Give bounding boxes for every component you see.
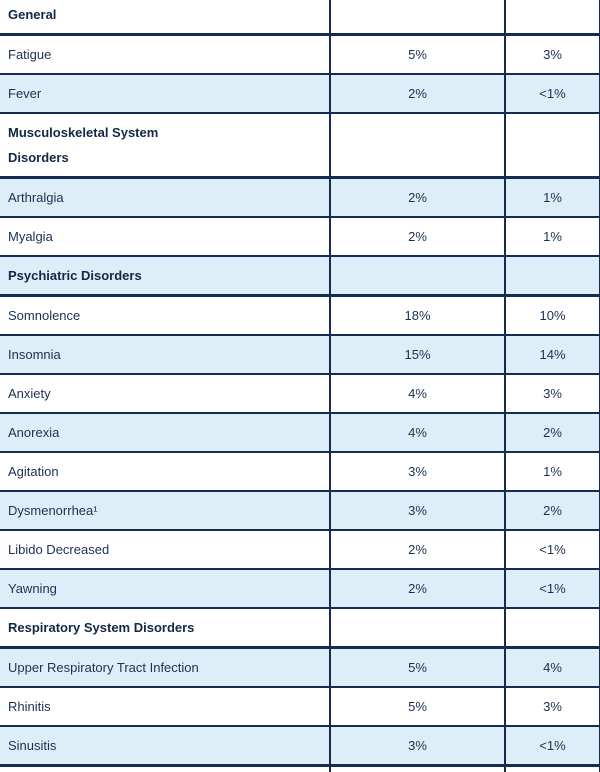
table-row: Anorexia 4% 2%: [0, 413, 600, 453]
incidence-value-col2: 3%: [330, 452, 506, 492]
incidence-value-col3: 3%: [505, 374, 600, 414]
incidence-value-col3: 1%: [505, 217, 600, 257]
section-title: Respiratory System Disorders: [0, 608, 331, 649]
section-header-row: General: [0, 0, 600, 36]
table-row: Fatigue 5% 3%: [0, 34, 600, 75]
incidence-value-col3: [505, 256, 600, 297]
partial-next-row: [0, 764, 600, 772]
adverse-event-name: Rhinitis: [0, 687, 331, 727]
table-row: Somnolence 18% 10%: [0, 295, 600, 336]
incidence-value-col2: 2%: [330, 530, 506, 570]
table-row: Rhinitis 5% 3%: [0, 687, 600, 727]
section-header-row: Respiratory System Disorders: [0, 608, 600, 649]
incidence-value-col3: <1%: [505, 569, 600, 609]
incidence-value-col2: 2%: [330, 217, 506, 257]
incidence-value-col2: 5%: [330, 647, 506, 688]
incidence-value-col2: 5%: [330, 687, 506, 727]
adverse-event-name: Yawning: [0, 569, 331, 609]
adverse-event-name: Insomnia: [0, 335, 331, 375]
table-row: Agitation 3% 1%: [0, 452, 600, 492]
adverse-event-name: Upper Respiratory Tract Infection: [0, 647, 331, 688]
adverse-event-name: Fatigue: [0, 34, 331, 75]
incidence-value-col3: 10%: [505, 295, 600, 336]
adverse-event-name: Agitation: [0, 452, 331, 492]
incidence-value-col2: [330, 608, 506, 649]
adverse-event-name: Dysmenorrhea¹: [0, 491, 331, 531]
section-title: General: [0, 0, 331, 36]
incidence-value-col2: [330, 113, 506, 179]
adverse-event-name: Anorexia: [0, 413, 331, 453]
incidence-value-col3: 2%: [505, 413, 600, 453]
adverse-event-name: Libido Decreased: [0, 530, 331, 570]
incidence-value-col3: 2%: [505, 491, 600, 531]
empty-cell: [330, 764, 506, 772]
incidence-value-col2: 2%: [330, 177, 506, 218]
adverse-event-name: Anxiety: [0, 374, 331, 414]
incidence-value-col3: 4%: [505, 647, 600, 688]
incidence-value-col2: 5%: [330, 34, 506, 75]
table-row: Libido Decreased 2% <1%: [0, 530, 600, 570]
adverse-event-name: Somnolence: [0, 295, 331, 336]
incidence-value-col3: 3%: [505, 687, 600, 727]
incidence-value-col2: 3%: [330, 491, 506, 531]
table-row: Myalgia 2% 1%: [0, 217, 600, 257]
incidence-value-col2: 2%: [330, 74, 506, 114]
adverse-event-name: Sinusitis: [0, 726, 331, 767]
incidence-value-col3: 14%: [505, 335, 600, 375]
incidence-value-col2: 4%: [330, 413, 506, 453]
table-row: Fever 2% <1%: [0, 74, 600, 114]
incidence-value-col2: 4%: [330, 374, 506, 414]
table-row: Yawning 2% <1%: [0, 569, 600, 609]
section-title: Psychiatric Disorders: [0, 256, 331, 297]
incidence-value-col3: 1%: [505, 177, 600, 218]
incidence-value-col3: [505, 0, 600, 36]
incidence-value-col3: 3%: [505, 34, 600, 75]
table-row: Dysmenorrhea¹ 3% 2%: [0, 491, 600, 531]
incidence-value-col3: <1%: [505, 726, 600, 767]
section-title: Musculoskeletal System Disorders: [0, 113, 331, 179]
empty-cell: [0, 764, 331, 772]
section-header-row: Psychiatric Disorders: [0, 256, 600, 297]
table-row: Upper Respiratory Tract Infection 5% 4%: [0, 647, 600, 688]
incidence-value-col2: 18%: [330, 295, 506, 336]
table-row: Anxiety 4% 3%: [0, 374, 600, 414]
incidence-value-col3: <1%: [505, 74, 600, 114]
table-row: Insomnia 15% 14%: [0, 335, 600, 375]
table-row: Arthralgia 2% 1%: [0, 177, 600, 218]
incidence-value-col2: 15%: [330, 335, 506, 375]
incidence-value-col3: 1%: [505, 452, 600, 492]
adverse-event-name: Fever: [0, 74, 331, 114]
incidence-value-col3: [505, 113, 600, 179]
incidence-value-col2: 3%: [330, 726, 506, 767]
incidence-value-col3: <1%: [505, 530, 600, 570]
adverse-event-name: Myalgia: [0, 217, 331, 257]
adverse-event-name: Arthralgia: [0, 177, 331, 218]
incidence-value-col2: 2%: [330, 569, 506, 609]
incidence-value-col3: [505, 608, 600, 649]
table-row: Sinusitis 3% <1%: [0, 726, 600, 767]
incidence-value-col2: [330, 256, 506, 297]
empty-cell: [505, 764, 600, 772]
section-header-row: Musculoskeletal System Disorders: [0, 113, 600, 179]
incidence-value-col2: [330, 0, 506, 36]
